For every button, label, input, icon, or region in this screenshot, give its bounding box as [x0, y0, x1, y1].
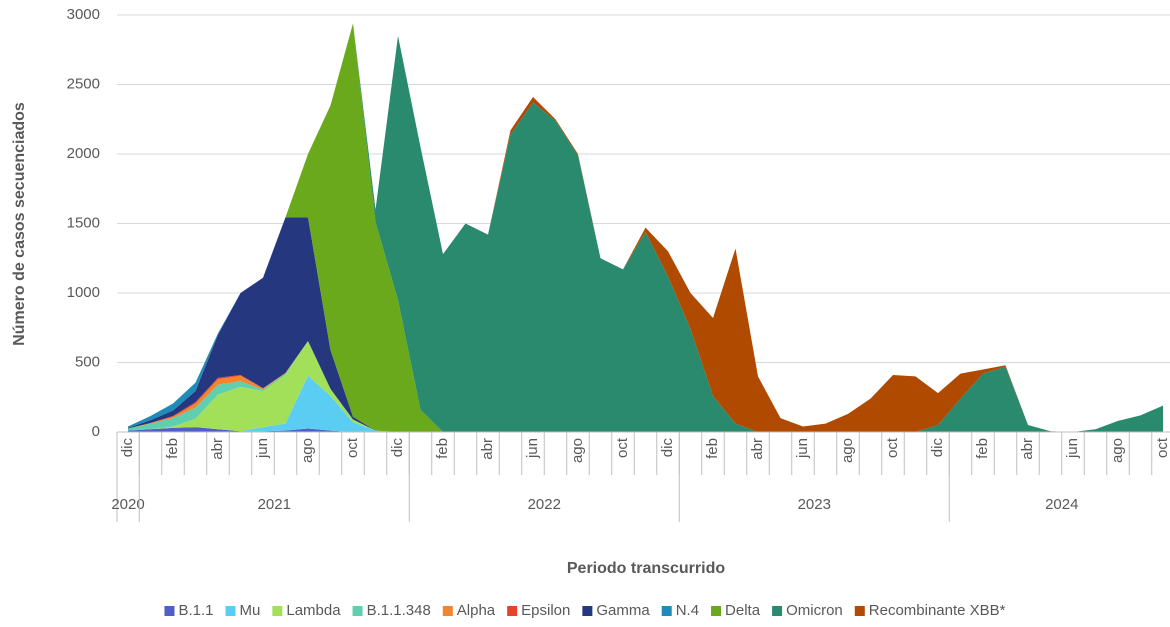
x-tick-label: ago	[839, 438, 856, 463]
legend-item: Delta	[711, 602, 761, 619]
x-tick-label: oct	[1154, 437, 1170, 458]
y-tick-label: 3000	[67, 6, 100, 23]
legend-label: B.1.1.348	[367, 602, 431, 619]
year-label: 2023	[798, 496, 831, 513]
x-tick-label: abr	[209, 438, 226, 460]
legend-item: Omicron	[772, 602, 843, 619]
x-tick-label: dic	[389, 438, 406, 458]
area	[128, 23, 1163, 433]
x-tick-label: jun	[254, 438, 271, 459]
legend-swatch	[772, 606, 783, 616]
area	[128, 340, 1163, 432]
legend-item: Gamma	[582, 602, 650, 619]
x-tick-label: abr	[749, 438, 766, 460]
legend-label: Alpha	[457, 602, 496, 619]
legend-label: N.4	[676, 602, 699, 619]
legend-item: Epsilon	[507, 602, 570, 619]
legend-swatch	[225, 606, 236, 616]
x-tick-label: jun	[794, 438, 811, 459]
legend-label: Omicron	[786, 602, 843, 619]
area	[128, 375, 1163, 432]
legend-swatch	[711, 606, 722, 616]
x-tick-label: oct	[884, 437, 901, 458]
legend-swatch	[272, 606, 283, 616]
x-tick-label: abr	[479, 438, 496, 460]
x-tick-label: feb	[434, 438, 451, 459]
x-tick-label: jun	[524, 438, 541, 459]
y-tick-label: 2000	[67, 145, 100, 162]
legend-swatch	[352, 606, 363, 616]
legend-item: Alpha	[442, 602, 496, 619]
area	[128, 23, 1163, 433]
x-tick-label: dic	[119, 438, 136, 458]
legend-label: Epsilon	[521, 602, 570, 619]
legend-label: Lambda	[286, 602, 341, 619]
y-tick-label: 1000	[67, 284, 100, 301]
x-tick-label: ago	[299, 438, 316, 463]
x-tick-label: feb	[704, 438, 721, 459]
legend-label: B.1.1	[178, 602, 213, 619]
x-tick-label: abr	[1019, 438, 1036, 460]
legend-swatch	[582, 606, 593, 616]
legend-swatch	[442, 606, 453, 616]
x-tick-label: feb	[164, 438, 181, 459]
legend-label: Recombinante XBB*	[869, 602, 1006, 619]
x-tick-label: oct	[614, 437, 631, 458]
x-tick-label: jun	[1064, 438, 1081, 459]
x-tick-label: dic	[659, 438, 676, 458]
legend-swatch	[661, 606, 672, 616]
x-axis-title: Periodo transcurrido	[567, 560, 725, 577]
y-tick-label: 0	[92, 423, 100, 440]
legend-item: Lambda	[272, 602, 341, 619]
x-tick-label: dic	[929, 438, 946, 458]
legend-item: Mu	[225, 602, 261, 619]
area	[128, 23, 1163, 433]
legend-label: Delta	[725, 602, 761, 619]
legend-item: B.1.1	[164, 602, 214, 619]
x-tick-label: feb	[974, 438, 991, 459]
x-tick-label: oct	[344, 437, 361, 458]
legend-label: Mu	[240, 602, 261, 619]
legend-item: B.1.1.348	[352, 602, 431, 619]
legend-item: Recombinante XBB*	[854, 602, 1006, 619]
year-label: 2020	[111, 496, 144, 513]
year-label: 2024	[1045, 496, 1078, 513]
y-tick-label: 500	[75, 353, 100, 370]
x-tick-label: ago	[1109, 438, 1126, 463]
legend-swatch	[854, 606, 865, 616]
y-tick-label: 1500	[67, 214, 100, 231]
y-axis-title: Número de casos secuenciados	[11, 102, 28, 346]
year-label: 2022	[528, 496, 561, 513]
y-tick-label: 2500	[67, 75, 100, 92]
legend-swatch	[507, 606, 518, 616]
year-label: 2021	[258, 496, 291, 513]
legend-item: N.4	[661, 602, 699, 619]
legend-swatch	[164, 606, 175, 616]
legend-label: Gamma	[596, 602, 650, 619]
x-tick-label: ago	[569, 438, 586, 463]
